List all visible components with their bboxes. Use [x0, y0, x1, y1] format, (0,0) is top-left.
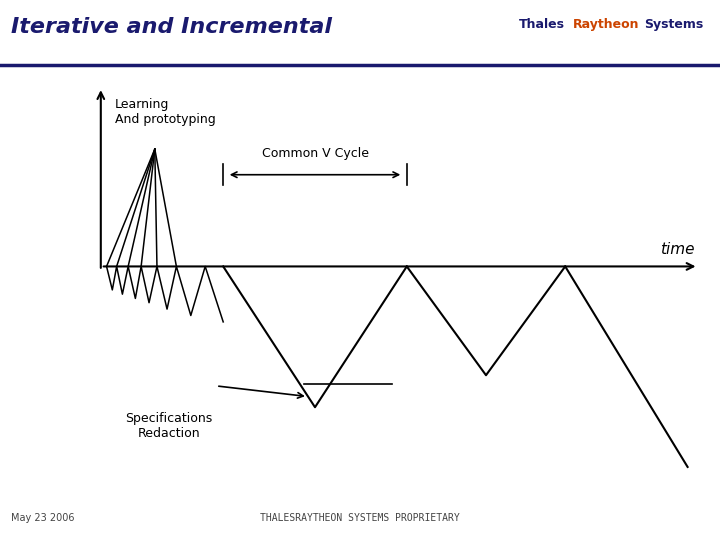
Text: time: time — [660, 242, 695, 257]
Text: Specifications
Redaction: Specifications Redaction — [125, 413, 213, 441]
Text: THALESRAYTHEON SYSTEMS PROPRIETARY: THALESRAYTHEON SYSTEMS PROPRIETARY — [260, 514, 460, 523]
Text: Raytheon: Raytheon — [572, 18, 639, 31]
Text: Iterative and Incremental: Iterative and Incremental — [11, 17, 332, 37]
Text: Systems: Systems — [644, 18, 703, 31]
Text: Common V Cycle: Common V Cycle — [261, 147, 369, 160]
Text: Thales: Thales — [518, 18, 564, 31]
Text: May 23 2006: May 23 2006 — [11, 514, 74, 523]
Text: Learning
And prototyping: Learning And prototyping — [115, 98, 216, 126]
